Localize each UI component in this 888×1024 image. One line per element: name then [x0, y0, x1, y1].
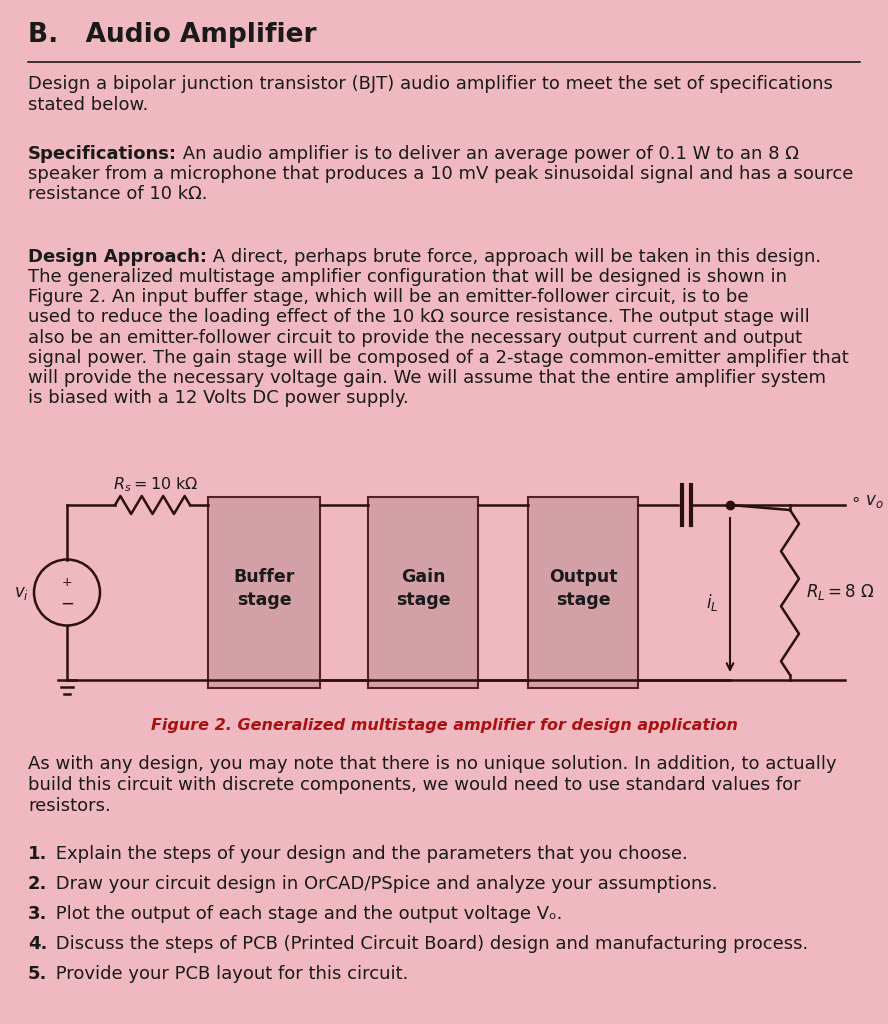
- Text: $v_i$: $v_i$: [14, 584, 29, 601]
- Text: An audio amplifier is to deliver an average power of 0.1 W to an 8 Ω: An audio amplifier is to deliver an aver…: [177, 145, 799, 163]
- Text: +: +: [61, 575, 72, 589]
- Text: −: −: [60, 595, 74, 612]
- Bar: [208, 497, 320, 688]
- Text: is biased with a 12 Volts DC power supply.: is biased with a 12 Volts DC power suppl…: [28, 389, 408, 408]
- Text: 4.: 4.: [28, 935, 47, 953]
- Text: Gain
stage: Gain stage: [396, 567, 450, 609]
- Text: As with any design, you may note that there is no unique solution. In addition, : As with any design, you may note that th…: [28, 755, 836, 815]
- Bar: [368, 497, 478, 688]
- Text: $i_L$: $i_L$: [706, 592, 718, 613]
- Text: signal power. The gain stage will be composed of a 2-stage common-emitter amplif: signal power. The gain stage will be com…: [28, 349, 849, 367]
- Text: Figure 2. Generalized multistage amplifier for design application: Figure 2. Generalized multistage amplifi…: [151, 718, 737, 733]
- Text: $R_s = 10\ \mathrm{k}\Omega$: $R_s = 10\ \mathrm{k}\Omega$: [113, 475, 199, 494]
- Text: speaker from a microphone that produces a 10 mV peak sinusoidal signal and has a: speaker from a microphone that produces …: [28, 165, 853, 183]
- Text: The generalized multistage amplifier configuration that will be designed is show: The generalized multistage amplifier con…: [28, 268, 787, 286]
- Text: also be an emitter-follower circuit to provide the necessary output current and : also be an emitter-follower circuit to p…: [28, 329, 802, 346]
- Text: Specifications:: Specifications:: [28, 145, 177, 163]
- Text: Figure 2. An input buffer stage, which will be an emitter-follower circuit, is t: Figure 2. An input buffer stage, which w…: [28, 289, 749, 306]
- Text: resistance of 10 kΩ.: resistance of 10 kΩ.: [28, 185, 208, 204]
- Text: Provide your PCB layout for this circuit.: Provide your PCB layout for this circuit…: [50, 965, 408, 983]
- Text: Design Approach:: Design Approach:: [28, 248, 207, 266]
- Text: Explain the steps of your design and the parameters that you choose.: Explain the steps of your design and the…: [50, 845, 687, 863]
- Text: A direct, perhaps brute force, approach will be taken in this design.: A direct, perhaps brute force, approach …: [207, 248, 821, 266]
- Text: Draw your circuit design in OrCAD/PSpice and analyze your assumptions.: Draw your circuit design in OrCAD/PSpice…: [50, 874, 718, 893]
- Text: 2.: 2.: [28, 874, 47, 893]
- Text: 5.: 5.: [28, 965, 47, 983]
- Text: used to reduce the loading effect of the 10 kΩ source resistance. The output sta: used to reduce the loading effect of the…: [28, 308, 810, 327]
- Text: 1.: 1.: [28, 845, 47, 863]
- Text: Discuss the steps of PCB (Printed Circuit Board) design and manufacturing proces: Discuss the steps of PCB (Printed Circui…: [50, 935, 808, 953]
- Text: Plot the output of each stage and the output voltage Vₒ.: Plot the output of each stage and the ou…: [50, 905, 562, 923]
- Text: $\circ\ v_o$: $\circ\ v_o$: [850, 492, 884, 510]
- Bar: [528, 497, 638, 688]
- Text: B.   Audio Amplifier: B. Audio Amplifier: [28, 22, 316, 48]
- Text: Design a bipolar junction transistor (BJT) audio amplifier to meet the set of sp: Design a bipolar junction transistor (BJ…: [28, 75, 833, 114]
- Text: 3.: 3.: [28, 905, 47, 923]
- Text: Buffer
stage: Buffer stage: [234, 567, 295, 609]
- Text: $R_L = 8\ \Omega$: $R_L = 8\ \Omega$: [806, 583, 875, 602]
- Text: Output
stage: Output stage: [549, 567, 617, 609]
- Text: will provide the necessary voltage gain. We will assume that the entire amplifie: will provide the necessary voltage gain.…: [28, 369, 826, 387]
